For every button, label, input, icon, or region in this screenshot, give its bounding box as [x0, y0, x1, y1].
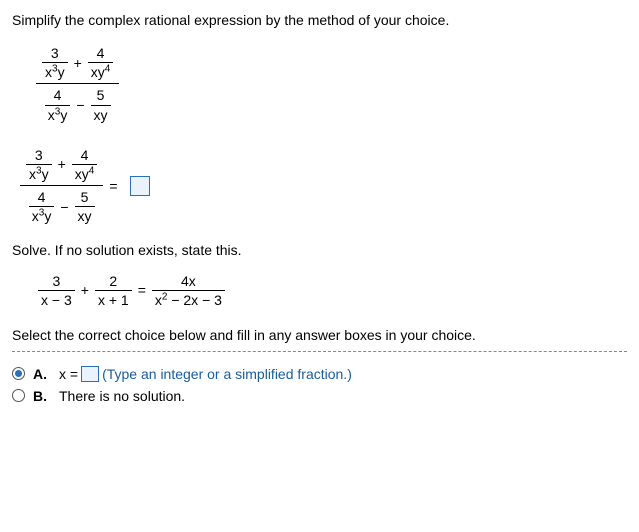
den: x + 1 — [95, 291, 132, 309]
equals: = — [103, 178, 123, 194]
num: 2 — [95, 272, 132, 290]
den: x3y — [29, 207, 55, 225]
num: 3 — [38, 272, 75, 290]
num: 3 — [42, 44, 68, 62]
plus: + — [54, 156, 70, 172]
choice-b-label: B. — [33, 388, 51, 404]
q1-instruction: Simplify the complex rational expression… — [12, 12, 627, 28]
num: 3 — [26, 146, 52, 164]
choice-b-text: There is no solution. — [59, 388, 185, 404]
equals: = — [134, 282, 150, 298]
num: 5 — [91, 86, 111, 104]
choice-a-text: x = — [59, 366, 78, 382]
plus: + — [77, 282, 93, 298]
q1-expression-answer: 3 x3y + 4 xy4 4 x3y − — [20, 144, 627, 228]
radio-a[interactable] — [12, 367, 25, 380]
num: 4 — [29, 188, 55, 206]
choice-a-input[interactable] — [81, 366, 99, 382]
minus: − — [56, 199, 72, 215]
num: 4 — [72, 146, 98, 164]
num: 4 — [88, 44, 114, 62]
q2-choices: A. x = (Type an integer or a simplified … — [12, 351, 627, 404]
q1-expression-display: 3 x3y + 4 xy4 4 x3y − — [36, 42, 627, 126]
q1-answer-input[interactable] — [130, 176, 150, 196]
den: xy — [91, 106, 111, 124]
num: 5 — [75, 188, 95, 206]
den: x3y — [42, 63, 68, 81]
choice-b[interactable]: B. There is no solution. — [12, 388, 627, 404]
choice-a-label: A. — [33, 366, 51, 382]
choice-a-hint: (Type an integer or a simplified fractio… — [102, 366, 352, 382]
choice-a[interactable]: A. x = (Type an integer or a simplified … — [12, 366, 627, 382]
den: x2 − 2x − 3 — [152, 291, 225, 309]
minus: − — [72, 97, 88, 113]
q2-equation: 3 x − 3 + 2 x + 1 = 4x x2 − 2x − 3 — [36, 272, 627, 309]
den: x3y — [45, 106, 71, 124]
den: xy4 — [88, 63, 114, 81]
den: x3y — [26, 165, 52, 183]
den: x − 3 — [38, 291, 75, 309]
q2-choices-instruction: Select the correct choice below and fill… — [12, 327, 627, 343]
radio-b[interactable] — [12, 389, 25, 402]
den: xy4 — [72, 165, 98, 183]
plus: + — [70, 55, 86, 71]
den: xy — [75, 207, 95, 225]
q2-instruction: Solve. If no solution exists, state this… — [12, 242, 627, 258]
num: 4x — [152, 272, 225, 290]
num: 4 — [45, 86, 71, 104]
